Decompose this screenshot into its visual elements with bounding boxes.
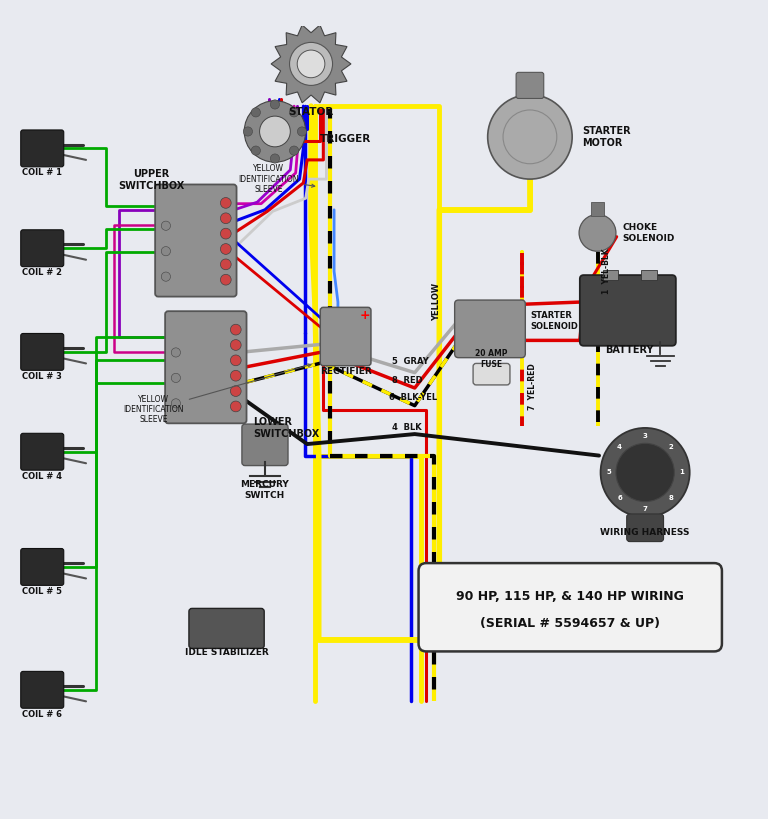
Circle shape — [220, 243, 231, 255]
Text: YELLOW
IDENTIFICATION
SLEEVE: YELLOW IDENTIFICATION SLEEVE — [239, 164, 315, 194]
Text: BATTERY: BATTERY — [605, 345, 654, 355]
FancyBboxPatch shape — [21, 433, 64, 470]
Text: COIL # 5: COIL # 5 — [22, 587, 62, 596]
FancyBboxPatch shape — [21, 333, 64, 370]
Text: 6  BLK-YEL: 6 BLK-YEL — [389, 393, 438, 402]
Text: 4  BLK: 4 BLK — [392, 423, 422, 432]
FancyBboxPatch shape — [155, 184, 237, 296]
Text: COIL # 3: COIL # 3 — [22, 372, 62, 381]
Text: 8: 8 — [668, 495, 673, 501]
Circle shape — [601, 428, 690, 517]
Text: STARTER
MOTOR: STARTER MOTOR — [582, 126, 631, 147]
Circle shape — [161, 272, 170, 281]
Text: 3: 3 — [643, 433, 647, 439]
Bar — [591, 202, 604, 216]
Text: 90 HP, 115 HP, & 140 HP WIRING: 90 HP, 115 HP, & 140 HP WIRING — [456, 590, 684, 603]
Bar — [641, 269, 657, 280]
FancyBboxPatch shape — [419, 563, 722, 651]
Circle shape — [171, 348, 180, 357]
Text: STARTER
SOLENOID: STARTER SOLENOID — [530, 311, 578, 331]
Text: 6: 6 — [617, 495, 622, 501]
Text: CHOKE
SOLENOID: CHOKE SOLENOID — [622, 223, 674, 242]
Circle shape — [230, 386, 241, 396]
Circle shape — [230, 401, 241, 412]
Circle shape — [230, 355, 241, 366]
Circle shape — [220, 259, 231, 269]
Circle shape — [297, 50, 325, 78]
Circle shape — [579, 215, 616, 251]
Circle shape — [230, 370, 241, 381]
FancyBboxPatch shape — [21, 130, 64, 167]
Circle shape — [171, 399, 180, 408]
Circle shape — [260, 116, 290, 147]
FancyBboxPatch shape — [242, 424, 288, 465]
Text: WIRING HARNESS: WIRING HARNESS — [601, 528, 690, 537]
Text: MERCURY
SWITCH: MERCURY SWITCH — [240, 481, 290, 500]
Text: COIL # 4: COIL # 4 — [22, 472, 62, 481]
Text: LOWER
SWITCHBOX: LOWER SWITCHBOX — [253, 417, 319, 439]
Bar — [603, 269, 618, 280]
Circle shape — [244, 101, 306, 162]
Circle shape — [251, 146, 260, 156]
Circle shape — [161, 247, 170, 256]
Circle shape — [220, 274, 231, 285]
Circle shape — [290, 108, 299, 117]
Text: 4: 4 — [617, 444, 622, 450]
FancyBboxPatch shape — [21, 230, 64, 267]
Circle shape — [243, 127, 253, 136]
Text: 1: 1 — [679, 469, 684, 476]
Circle shape — [251, 108, 260, 117]
Circle shape — [161, 221, 170, 230]
Text: (SERIAL # 5594657 & UP): (SERIAL # 5594657 & UP) — [480, 617, 660, 630]
Circle shape — [220, 229, 231, 239]
Circle shape — [270, 154, 280, 163]
FancyBboxPatch shape — [189, 609, 264, 649]
Circle shape — [297, 127, 306, 136]
FancyBboxPatch shape — [473, 364, 510, 385]
Text: 7  YEL-RED: 7 YEL-RED — [528, 363, 537, 410]
Circle shape — [616, 443, 674, 502]
Text: TRIGGER: TRIGGER — [319, 134, 371, 144]
Text: STATOR: STATOR — [289, 106, 333, 116]
FancyBboxPatch shape — [516, 72, 544, 98]
Text: COIL # 6: COIL # 6 — [22, 710, 62, 719]
Text: 20 AMP
FUSE: 20 AMP FUSE — [475, 349, 508, 369]
Text: COIL # 1: COIL # 1 — [22, 169, 62, 178]
Text: RECTIFIER: RECTIFIER — [319, 367, 372, 376]
Circle shape — [230, 340, 241, 351]
Text: COIL # 2: COIL # 2 — [22, 269, 62, 278]
Text: 2: 2 — [668, 444, 673, 450]
FancyBboxPatch shape — [165, 311, 247, 423]
Text: YELLOW
IDENTIFICATION
SLEEVE: YELLOW IDENTIFICATION SLEEVE — [124, 364, 311, 424]
Text: 5  GRAY: 5 GRAY — [392, 357, 429, 366]
FancyBboxPatch shape — [627, 514, 664, 541]
Text: 5: 5 — [607, 469, 611, 476]
Circle shape — [488, 95, 572, 179]
Polygon shape — [271, 25, 351, 103]
Text: YELLOW: YELLOW — [432, 283, 441, 321]
Text: +: + — [359, 309, 370, 322]
Circle shape — [220, 197, 231, 208]
FancyBboxPatch shape — [21, 549, 64, 586]
Text: 8  RED: 8 RED — [392, 376, 422, 385]
Text: UPPER
SWITCHBOX: UPPER SWITCHBOX — [118, 169, 184, 191]
Circle shape — [290, 146, 299, 156]
Circle shape — [230, 324, 241, 335]
FancyBboxPatch shape — [21, 672, 64, 708]
Text: 1  YEL-BLK: 1 YEL-BLK — [602, 248, 611, 294]
Circle shape — [220, 213, 231, 224]
Circle shape — [171, 373, 180, 382]
Circle shape — [270, 100, 280, 109]
FancyBboxPatch shape — [320, 307, 371, 366]
FancyBboxPatch shape — [580, 275, 676, 346]
Text: IDLE STABILIZER: IDLE STABILIZER — [184, 649, 269, 658]
Circle shape — [290, 43, 333, 85]
FancyBboxPatch shape — [455, 300, 525, 358]
Text: 7: 7 — [643, 505, 647, 512]
